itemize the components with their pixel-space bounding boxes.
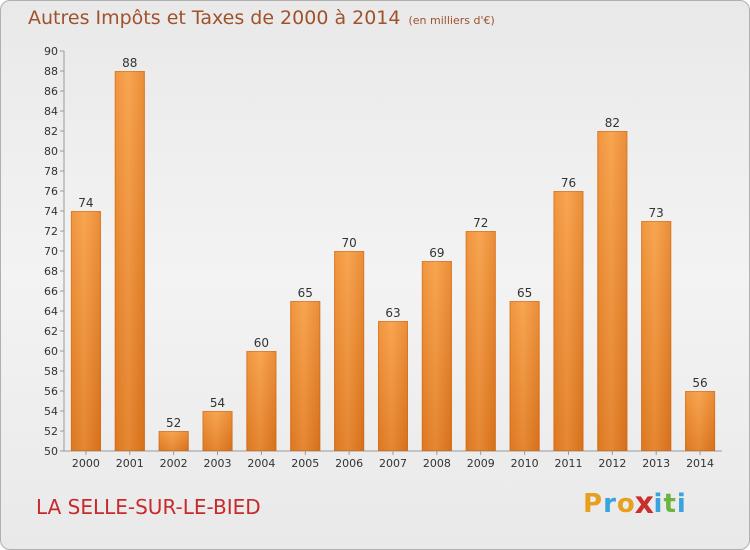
logo-letter: t	[663, 489, 677, 519]
bar-edge-2005	[290, 301, 321, 451]
x-tick-label: 2014	[686, 457, 714, 470]
bar-value-label: 74	[78, 196, 93, 210]
bar-edge-2009	[465, 231, 496, 451]
y-tick-label: 72	[44, 225, 58, 238]
x-tick-label: 2010	[511, 457, 539, 470]
logo-letter: P	[583, 489, 604, 519]
x-tick-label: 2006	[335, 457, 363, 470]
y-tick-label: 74	[44, 205, 58, 218]
chart-bars: 74 88 52 54 60 65 70 63 69 72 65 76 82 73 56	[70, 56, 716, 451]
bar-shading-2011	[553, 191, 584, 451]
bar-shading-2007	[378, 321, 408, 451]
bar-shading-2000	[70, 211, 101, 451]
x-tick-label: 2005	[291, 457, 319, 470]
bar-shading-2013	[641, 221, 672, 451]
bar-value-label: 54	[210, 396, 225, 410]
bar-edge-2002	[158, 431, 189, 451]
y-tick-label: 52	[44, 425, 58, 438]
y-tick-label: 66	[44, 285, 58, 298]
bar-shading-2006	[334, 251, 365, 451]
y-tick-label: 68	[44, 265, 58, 278]
bar-value-label: 72	[473, 216, 488, 230]
x-tick-label: 2011	[554, 457, 582, 470]
bar-edge-2014	[685, 391, 716, 451]
bar-edge-2003	[202, 411, 233, 451]
x-tick-label: 2001	[116, 457, 144, 470]
bar-value-label: 69	[429, 246, 444, 260]
bar-value-label: 65	[298, 286, 313, 300]
bar-edge-2012	[597, 131, 628, 451]
bar-edge-2001	[114, 71, 145, 451]
x-tick-label: 2009	[467, 457, 495, 470]
commune-name: LA SELLE-SUR-LE-BIED	[36, 495, 261, 519]
bar-edge-2006	[334, 251, 365, 451]
y-tick-label: 76	[44, 185, 58, 198]
x-tick-label: 2003	[204, 457, 232, 470]
x-tick-label: 2013	[642, 457, 670, 470]
y-tick-label: 56	[44, 385, 58, 398]
y-tick-label: 60	[44, 345, 58, 358]
bar-shading-2010	[509, 301, 540, 451]
bar-value-label: 76	[561, 176, 576, 190]
bar-shading-2009	[465, 231, 496, 451]
bar-edge-2011	[553, 191, 584, 451]
y-tick-label: 86	[44, 85, 58, 98]
x-tick-label: 2008	[423, 457, 451, 470]
bar-shading-2002	[158, 431, 189, 451]
bar-shading-2001	[114, 71, 145, 451]
bar-shading-2012	[597, 131, 628, 451]
y-tick-label: 82	[44, 125, 58, 138]
y-tick-label: 64	[44, 305, 58, 318]
bar-value-label: 88	[122, 56, 137, 70]
proxiti-logo[interactable]: Proxiti	[583, 486, 687, 522]
y-tick-label: 90	[44, 45, 58, 58]
bar-value-label: 56	[692, 376, 707, 390]
bar-edge-2007	[378, 321, 408, 451]
logo-letter: x	[634, 486, 655, 522]
chart-title-row: Autres Impôts et Taxes de 2000 à 2014 (en…	[28, 7, 495, 29]
bar-shading-2005	[290, 301, 321, 451]
y-tick-label: 78	[44, 165, 58, 178]
x-tick-label: 2007	[379, 457, 407, 470]
logo-letter: i	[676, 489, 687, 519]
bar-edge-2013	[641, 221, 672, 451]
logo-letter: o	[616, 489, 636, 519]
y-tick-label: 88	[44, 65, 58, 78]
bar-value-label: 52	[166, 416, 181, 430]
bar-edge-2000	[70, 211, 101, 451]
y-tick-label: 84	[44, 105, 58, 118]
logo-letter: r	[603, 489, 617, 519]
bar-value-label: 73	[649, 206, 664, 220]
x-tick-label: 2002	[160, 457, 188, 470]
y-tick-label: 58	[44, 365, 58, 378]
bar-shading-2004	[246, 351, 277, 451]
bar-value-label: 63	[385, 306, 400, 320]
y-tick-label: 50	[44, 445, 58, 458]
bar-shading-2003	[202, 411, 233, 451]
x-tick-label: 2004	[247, 457, 275, 470]
bar-edge-2004	[246, 351, 277, 451]
y-tick-label: 54	[44, 405, 58, 418]
y-tick-label: 62	[44, 325, 58, 338]
chart-unit-label: (en milliers d'€)	[408, 14, 495, 27]
bar-value-label: 60	[254, 336, 269, 350]
bar-value-label: 82	[605, 116, 620, 130]
y-tick-label: 80	[44, 145, 58, 158]
bar-edge-2008	[421, 261, 452, 451]
x-tick-label: 2000	[72, 457, 100, 470]
bar-shading-2008	[421, 261, 452, 451]
bar-shading-2014	[685, 391, 716, 451]
bar-value-label: 65	[517, 286, 532, 300]
x-tick-label: 2012	[598, 457, 626, 470]
y-tick-label: 70	[44, 245, 58, 258]
bar-edge-2010	[509, 301, 540, 451]
logo-letter: i	[653, 489, 664, 519]
chart-title: Autres Impôts et Taxes de 2000 à 2014	[28, 7, 401, 29]
bar-value-label: 70	[341, 236, 356, 250]
